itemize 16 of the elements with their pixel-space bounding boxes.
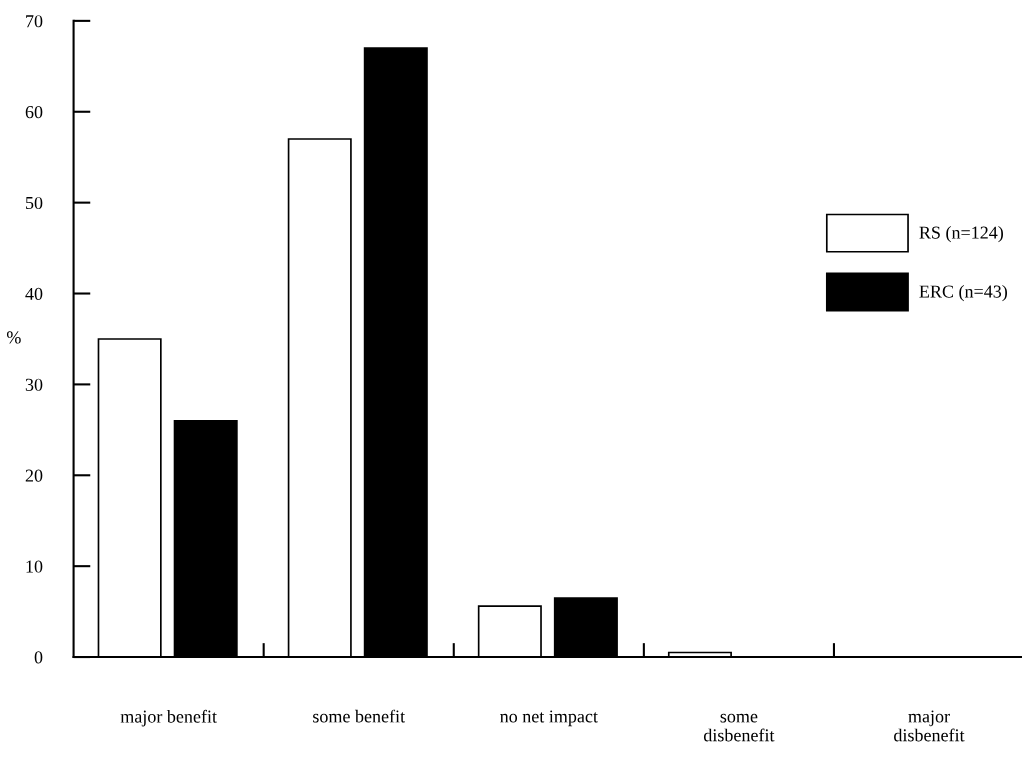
y-tick-label: 60 — [25, 106, 43, 119]
x-tick-label: some disbenefit — [703, 713, 775, 742]
y-tick-label: 0 — [34, 651, 43, 664]
x-tick-label: no net impact — [500, 710, 598, 727]
x-tick-label: some benefit — [313, 709, 405, 723]
y-axis-title: % — [6, 331, 21, 344]
x-tick-label: major benefit — [120, 709, 217, 727]
legend-label: ERC (n=43) — [919, 284, 1007, 302]
legend-label: RS (n=124) — [919, 225, 1003, 243]
y-tick-label: 20 — [25, 469, 43, 482]
y-tick-label: 30 — [25, 378, 43, 391]
y-tick-label: 70 — [26, 15, 43, 28]
y-tick-label: 10 — [26, 560, 43, 573]
x-tick-label: major disbenefit — [894, 710, 965, 742]
y-tick-label: 40 — [25, 287, 43, 300]
y-tick-label: 50 — [26, 196, 43, 210]
